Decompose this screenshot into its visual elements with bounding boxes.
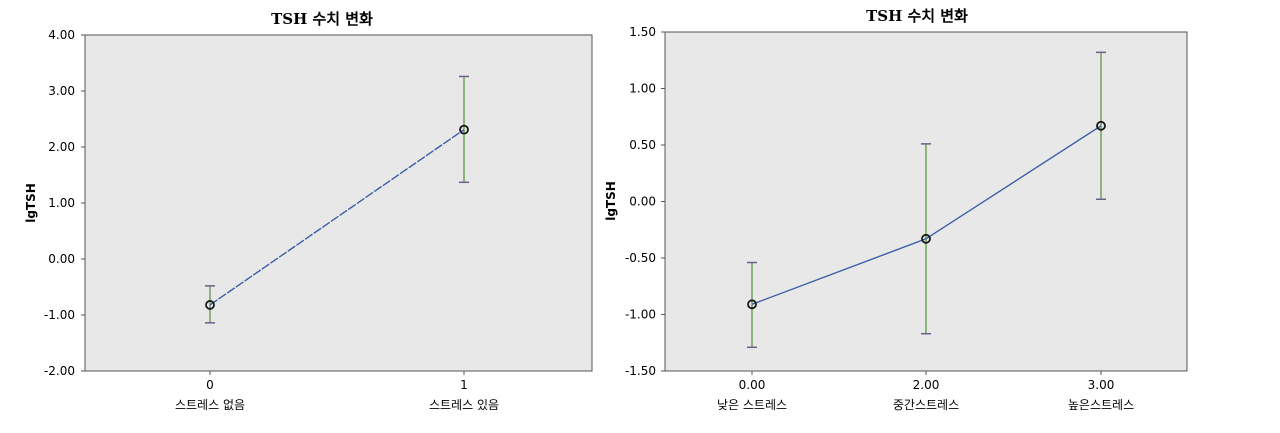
chart-2-y-tick-label: -0.50: [625, 251, 656, 265]
chart-2-y-tick-label: 1.00: [629, 82, 656, 96]
chart-2-category-label: 낮은 스트레스: [717, 398, 787, 412]
chart-2-y-tick-label: 0.00: [629, 195, 656, 209]
chart-1-category-label: 스트레스 있음: [429, 398, 499, 412]
chart-2-series-line: [751, 125, 1102, 305]
chart-2-category-label: 중간스트레스: [893, 398, 959, 412]
chart-1-series-line: [209, 129, 465, 306]
chart-2-y-tick-label: 1.50: [629, 25, 656, 39]
chart-1-x-tick-label: 0: [206, 378, 214, 392]
chart-1-y-axis-label: lgTSH: [24, 183, 38, 223]
chart-1-x-tick-label: 1: [460, 378, 468, 392]
chart-1-title: TSH 수치 변화: [271, 10, 373, 28]
chart-1-plot-area: [84, 34, 593, 372]
chart-2-x-tick-label: 0.00: [739, 378, 766, 392]
chart-1-y-tick-label: 1.00: [48, 196, 75, 210]
chart-2-x-tick-label: 2.00: [913, 378, 940, 392]
chart-2-y-tick-label: -1.50: [625, 364, 656, 378]
chart-2-data-point: [921, 233, 931, 244]
chart-1-data-point: [205, 300, 215, 310]
chart-2-title: TSH 수치 변화: [866, 7, 968, 25]
chart-1-y-tick-label: -2.00: [44, 364, 75, 378]
chart-1-y-tick-label: 3.00: [48, 84, 75, 98]
chart-2-data-point: [747, 299, 757, 310]
chart-1: TSH 수치 변화 lgTSH 4.00 3.00 2.00 1.00 0.00 -1.0…: [24, 10, 593, 412]
chart-2-y-axis-label: lgTSH: [604, 181, 618, 221]
chart-2-category-label: 높은스트레스: [1068, 398, 1134, 412]
chart-1-y-tick-label: 4.00: [48, 28, 75, 42]
chart-2-y-tick-label: -1.00: [625, 308, 656, 322]
chart-1-y-tick-label: 2.00: [48, 140, 75, 154]
chart-2-y-tick-label: 0.50: [629, 138, 656, 152]
chart-2-x-tick-label: 3.00: [1088, 378, 1115, 392]
chart-1-y-tick-label: -1.00: [44, 308, 75, 322]
chart-2-data-point: [1096, 120, 1106, 131]
chart-1-y-tick-label: 0.00: [48, 252, 75, 266]
chart-1-category-label: 스트레스 없음: [175, 398, 245, 412]
chart-2: TSH 수치 변화 lgTSH 1.50 1.00 0.50 0.00 -0.50 -1.…: [604, 7, 1188, 412]
chart-1-data-point: [459, 124, 469, 135]
